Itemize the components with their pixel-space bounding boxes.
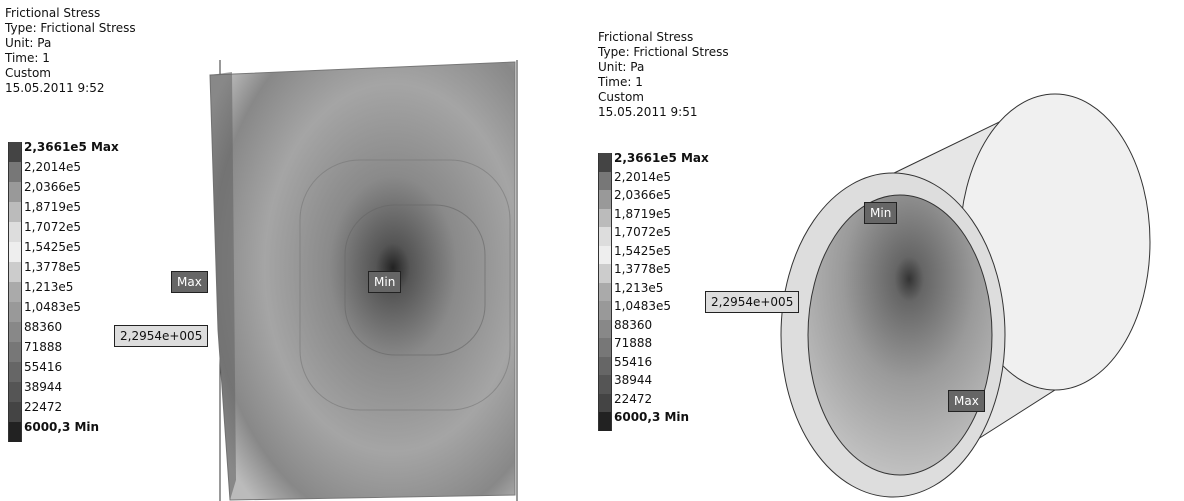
result-header-line: 15.05.2011 9:51 bbox=[598, 105, 697, 119]
legend-swatch bbox=[8, 342, 22, 362]
legend-swatch bbox=[598, 375, 612, 394]
legend-swatch bbox=[8, 202, 22, 222]
legend-label: 88360 bbox=[614, 318, 652, 332]
legend-label: 1,0483e5 bbox=[24, 300, 81, 314]
legend-swatch bbox=[598, 357, 612, 376]
legend-label: 55416 bbox=[614, 355, 652, 369]
legend-swatch bbox=[598, 172, 612, 191]
legend-label: 2,0366e5 bbox=[24, 180, 81, 194]
legend-swatch bbox=[598, 153, 612, 172]
result-header-line: Custom bbox=[598, 90, 644, 104]
result-header-line: 15.05.2011 9:52 bbox=[5, 81, 104, 95]
legend-label: 1,8719e5 bbox=[614, 207, 671, 221]
cylinder-model bbox=[781, 94, 1150, 497]
legend-swatch bbox=[8, 242, 22, 262]
legend-label: 6000,3 Min bbox=[614, 410, 689, 424]
legend-swatch bbox=[8, 262, 22, 282]
legend-swatch bbox=[598, 320, 612, 339]
legend-label: 88360 bbox=[24, 320, 62, 334]
result-header-line: Time: 1 bbox=[598, 75, 643, 89]
legend-label: 38944 bbox=[614, 373, 652, 387]
legend-swatch bbox=[8, 282, 22, 302]
legend-swatch bbox=[598, 190, 612, 209]
legend-label: 1,0483e5 bbox=[614, 299, 671, 313]
legend-label: 6000,3 Min bbox=[24, 420, 99, 434]
legend-label: 2,2014e5 bbox=[614, 170, 671, 184]
probe-label: Min bbox=[368, 271, 401, 293]
legend-swatch bbox=[8, 222, 22, 242]
legend-swatch bbox=[8, 322, 22, 342]
legend-swatch bbox=[8, 142, 22, 162]
legend-label: 1,8719e5 bbox=[24, 200, 81, 214]
legend-swatch bbox=[8, 182, 22, 202]
legend-label: 1,213e5 bbox=[24, 280, 73, 294]
viewport bbox=[0, 0, 1184, 501]
result-header-line: Unit: Pa bbox=[598, 60, 644, 74]
result-header-line: Custom bbox=[5, 66, 51, 80]
legend-label: 1,213e5 bbox=[614, 281, 663, 295]
legend-swatch bbox=[8, 402, 22, 422]
result-header-line: Time: 1 bbox=[5, 51, 50, 65]
result-header-line: Frictional Stress bbox=[598, 30, 693, 44]
probe-label: Max bbox=[948, 390, 985, 412]
probe-label: 2,2954e+005 bbox=[114, 325, 208, 347]
result-header-line: Type: Frictional Stress bbox=[5, 21, 136, 35]
result-header-line: Unit: Pa bbox=[5, 36, 51, 50]
legend-swatch bbox=[8, 162, 22, 182]
legend-swatch bbox=[8, 302, 22, 322]
legend-swatch bbox=[598, 264, 612, 283]
legend-label: 22472 bbox=[24, 400, 62, 414]
probe-label: 2,2954e+005 bbox=[705, 291, 799, 313]
legend-swatch bbox=[598, 209, 612, 228]
legend-label: 1,3778e5 bbox=[614, 262, 671, 276]
legend-label: 2,3661e5 Max bbox=[24, 140, 119, 154]
legend-swatch bbox=[598, 246, 612, 265]
legend-swatch bbox=[8, 362, 22, 382]
legend-label: 22472 bbox=[614, 392, 652, 406]
probe-label: Min bbox=[864, 202, 897, 224]
legend-label: 2,3661e5 Max bbox=[614, 151, 709, 165]
legend-label: 1,7072e5 bbox=[614, 225, 671, 239]
legend-label: 2,2014e5 bbox=[24, 160, 81, 174]
legend-swatch bbox=[598, 283, 612, 302]
legend-swatch bbox=[598, 227, 612, 246]
plate-model bbox=[210, 60, 517, 501]
legend-label: 71888 bbox=[614, 336, 652, 350]
legend-swatch bbox=[598, 412, 612, 431]
legend-label: 38944 bbox=[24, 380, 62, 394]
result-header-line: Frictional Stress bbox=[5, 6, 100, 20]
legend-label: 1,5425e5 bbox=[614, 244, 671, 258]
legend-label: 71888 bbox=[24, 340, 62, 354]
legend-swatch bbox=[8, 422, 22, 442]
probe-label: Max bbox=[171, 271, 208, 293]
legend-label: 1,3778e5 bbox=[24, 260, 81, 274]
legend-swatch bbox=[8, 382, 22, 402]
legend-swatch bbox=[598, 301, 612, 320]
legend-label: 2,0366e5 bbox=[614, 188, 671, 202]
screen: Frictional StressType: Frictional Stress… bbox=[0, 0, 1184, 501]
legend-label: 1,7072e5 bbox=[24, 220, 81, 234]
result-header-line: Type: Frictional Stress bbox=[598, 45, 729, 59]
legend-swatch bbox=[598, 338, 612, 357]
legend-label: 1,5425e5 bbox=[24, 240, 81, 254]
legend-label: 55416 bbox=[24, 360, 62, 374]
legend-swatch bbox=[598, 394, 612, 413]
